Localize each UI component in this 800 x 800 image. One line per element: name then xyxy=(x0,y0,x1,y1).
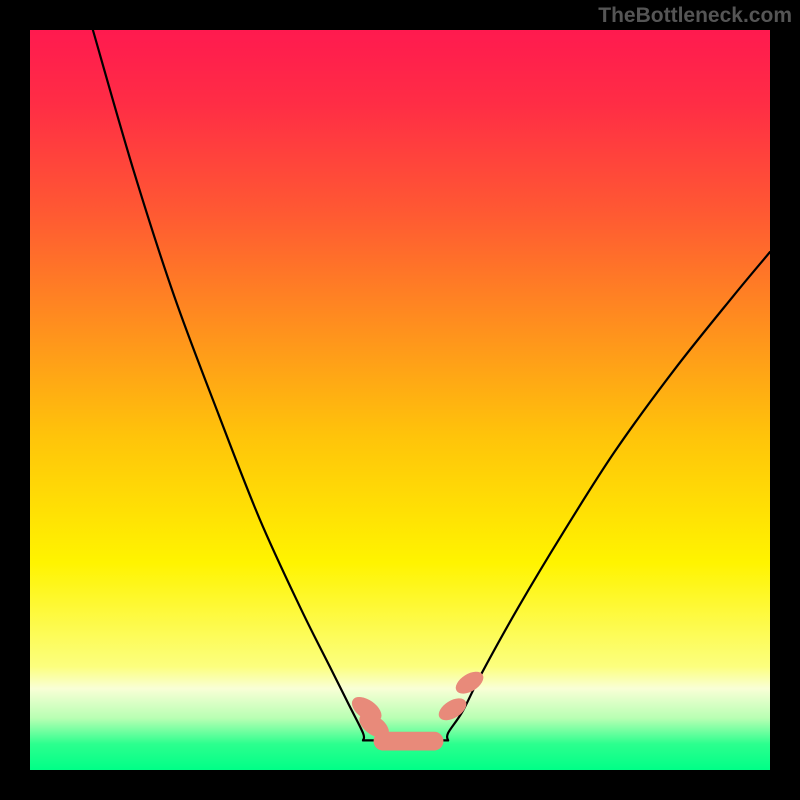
bottleneck-chart xyxy=(0,0,800,800)
plot-gradient xyxy=(30,30,770,770)
chart-container: TheBottleneck.com xyxy=(0,0,800,800)
